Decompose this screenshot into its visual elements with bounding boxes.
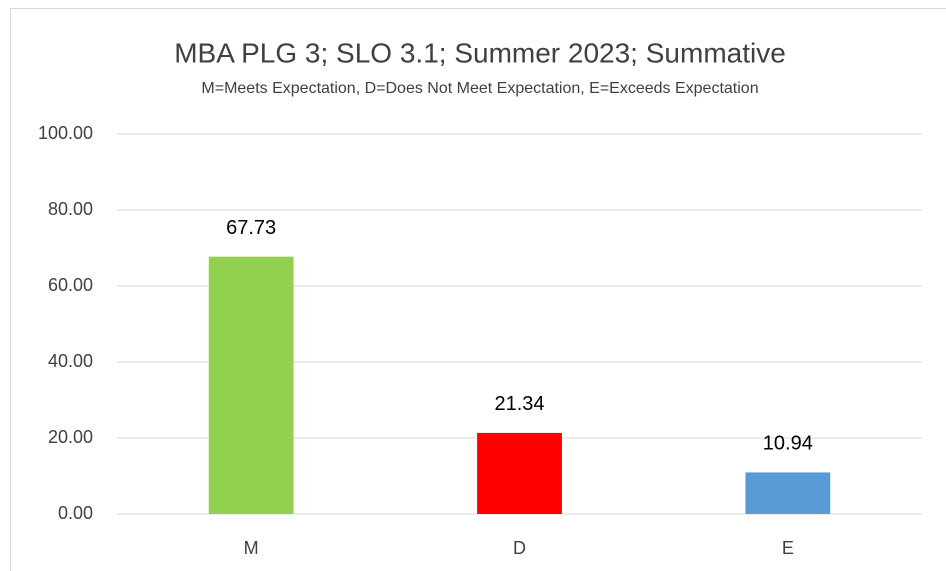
chart-subtitle: M=Meets Expectation, D=Does Not Meet Exp…: [201, 80, 758, 97]
data-label: 67.73: [226, 217, 276, 239]
y-tick-label: 80.00: [48, 199, 93, 219]
data-label: 10.94: [763, 433, 813, 455]
x-tick-label: E: [782, 538, 794, 558]
y-tick-label: 40.00: [48, 351, 93, 371]
x-tick-label: M: [244, 538, 259, 558]
chart-title: MBA PLG 3; SLO 3.1; Summer 2023; Summati…: [174, 37, 786, 68]
bar: [208, 256, 294, 514]
y-tick-label: 100.00: [38, 123, 93, 143]
y-tick-label: 0.00: [58, 503, 93, 523]
bar: [477, 432, 562, 514]
y-tick-label: 20.00: [48, 427, 93, 447]
data-label: 21.34: [494, 393, 544, 415]
bar: [745, 472, 831, 514]
x-tick-label: D: [513, 538, 526, 558]
y-tick-label: 60.00: [48, 275, 93, 295]
